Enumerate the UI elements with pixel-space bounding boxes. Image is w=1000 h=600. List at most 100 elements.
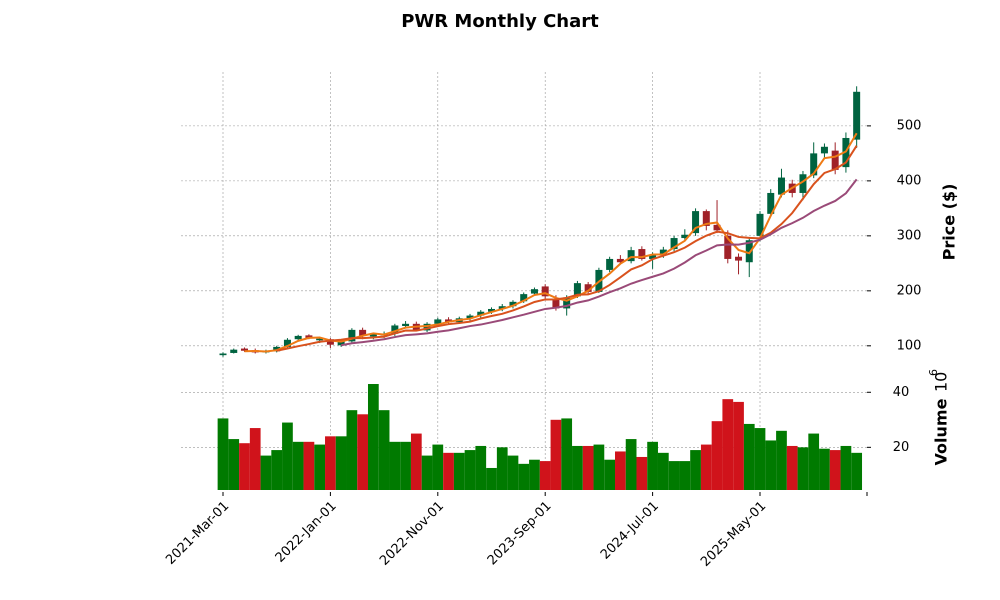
candle-body bbox=[391, 325, 399, 334]
volume-bar bbox=[410, 433, 422, 490]
volume-scale-base: 10 bbox=[932, 372, 951, 392]
candle-body bbox=[283, 339, 291, 347]
volume-bar bbox=[400, 441, 411, 490]
volume-bar bbox=[829, 450, 841, 490]
volume-bar bbox=[217, 418, 229, 490]
y-axis-label: Price ($) bbox=[940, 184, 959, 261]
volume-bar bbox=[367, 384, 379, 490]
candle-body bbox=[606, 258, 614, 270]
volume-bar bbox=[357, 414, 368, 490]
volume-bar bbox=[529, 459, 540, 490]
volume-bar bbox=[453, 452, 465, 490]
volume-bar bbox=[432, 444, 444, 490]
volume-bar bbox=[378, 410, 390, 490]
volume-bar bbox=[840, 445, 852, 490]
volume-bar bbox=[486, 467, 497, 490]
moving-average bbox=[276, 145, 858, 352]
volume-bar bbox=[582, 445, 594, 490]
candle-body bbox=[702, 211, 710, 226]
candle-body bbox=[563, 297, 571, 309]
candle-body bbox=[745, 240, 753, 263]
volume-bar bbox=[561, 418, 573, 490]
candle-body bbox=[326, 339, 334, 345]
candle-body bbox=[649, 254, 657, 259]
volume-bar bbox=[346, 410, 358, 490]
x-tick-label: 2024-Jul-01 bbox=[598, 499, 662, 563]
moving-average bbox=[244, 132, 858, 353]
volume-bar bbox=[228, 439, 240, 490]
volume-bar bbox=[765, 440, 777, 490]
moving-average bbox=[340, 178, 858, 347]
candle-body bbox=[777, 177, 785, 195]
volume-bar bbox=[496, 447, 508, 490]
candle-body bbox=[820, 146, 828, 154]
candle-body bbox=[509, 301, 517, 307]
volume-bar bbox=[625, 439, 637, 490]
candle-body bbox=[294, 335, 302, 340]
candle-body bbox=[724, 235, 732, 259]
candle-body bbox=[359, 329, 367, 336]
candle-body bbox=[369, 334, 377, 337]
candle-body bbox=[552, 298, 560, 309]
volume-bar bbox=[593, 444, 605, 490]
volume-bar bbox=[260, 455, 272, 490]
volume-bar bbox=[604, 459, 616, 490]
volume-bar bbox=[808, 433, 820, 490]
candle-body bbox=[616, 258, 624, 263]
volume-bar bbox=[615, 451, 626, 490]
volume-bar bbox=[249, 428, 261, 490]
volume-bar bbox=[271, 450, 283, 490]
x-tick-label: 2025-May-01 bbox=[698, 499, 769, 570]
candle-body bbox=[477, 311, 485, 316]
candle-body bbox=[799, 174, 807, 193]
volume-bar bbox=[325, 436, 336, 490]
volume-bar bbox=[700, 444, 712, 490]
volume-bar bbox=[647, 441, 658, 490]
volume-bar bbox=[776, 430, 787, 490]
volume-bar bbox=[282, 422, 293, 490]
candle-body bbox=[337, 341, 345, 346]
volume-bar bbox=[819, 448, 830, 490]
candle-body bbox=[230, 349, 238, 353]
volume-bar bbox=[550, 419, 562, 490]
candle-body bbox=[692, 211, 700, 234]
candle-body bbox=[488, 308, 495, 312]
candle-body bbox=[402, 323, 410, 327]
candle-body bbox=[305, 335, 313, 339]
candle-body bbox=[530, 289, 538, 294]
volume-bar bbox=[690, 450, 701, 490]
volume-bar bbox=[711, 421, 723, 490]
volume-bar bbox=[572, 445, 583, 490]
x-tick-label: 2022-Nov-01 bbox=[377, 499, 447, 569]
volume-bar bbox=[754, 428, 766, 490]
y2-tick-label: 40 bbox=[893, 385, 910, 400]
volume-bar bbox=[335, 436, 347, 490]
candle-body bbox=[434, 319, 442, 324]
volume-bar bbox=[797, 447, 809, 490]
candle-body bbox=[240, 348, 248, 351]
candle-body bbox=[219, 353, 227, 356]
volume-bar bbox=[443, 452, 454, 490]
volume-bar bbox=[722, 399, 734, 490]
volume-bar bbox=[668, 461, 680, 490]
volume-bar bbox=[239, 443, 250, 490]
volume-bar bbox=[389, 441, 401, 490]
volume-axis-label: Volume bbox=[932, 398, 951, 465]
volume-bar bbox=[475, 445, 487, 490]
chart-title: PWR Monthly Chart bbox=[401, 11, 599, 32]
candle-body bbox=[273, 346, 281, 352]
y-tick-label: 500 bbox=[897, 118, 922, 133]
candle-body bbox=[348, 329, 356, 342]
volume-bar bbox=[464, 450, 476, 490]
candle-body bbox=[767, 192, 775, 214]
candle-body bbox=[810, 153, 818, 176]
candle-body bbox=[713, 224, 721, 231]
volume-bar bbox=[851, 452, 863, 490]
candle-body bbox=[423, 323, 431, 331]
candle-body bbox=[466, 315, 474, 319]
candle-body bbox=[541, 286, 549, 297]
x-tick-label: 2022-Jan-01 bbox=[273, 499, 340, 566]
candle-body bbox=[681, 234, 689, 239]
y2-tick-label: 20 bbox=[893, 440, 910, 455]
